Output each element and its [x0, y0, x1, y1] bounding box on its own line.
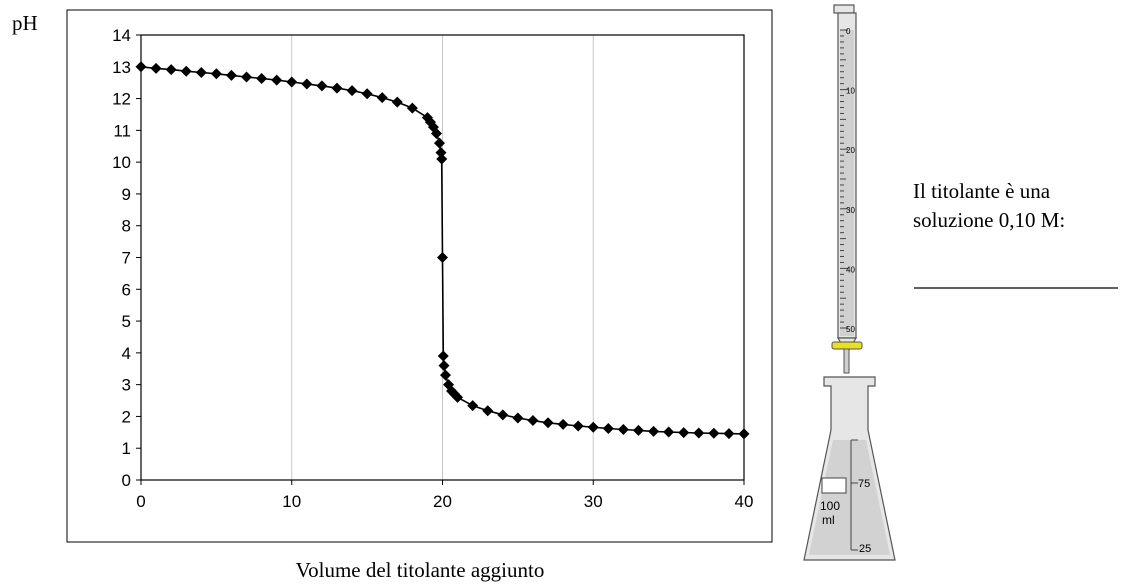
data-point	[512, 412, 524, 424]
y-tick-label: 12	[112, 90, 131, 109]
burette-mark-label: 0	[846, 27, 851, 36]
data-point	[678, 427, 690, 439]
flask-volume-unit: ml	[822, 513, 835, 527]
data-point	[723, 428, 735, 440]
y-tick-label: 5	[122, 312, 131, 331]
y-tick-label: 7	[122, 249, 131, 268]
erlenmeyer-flask: 100 ml 75 25	[803, 376, 896, 561]
titration-chart: pH Volume del titolante aggiunto 0123456…	[12, 9, 773, 582]
series	[135, 61, 750, 440]
y-tick-label: 13	[112, 58, 131, 77]
data-point	[440, 369, 452, 381]
flask-volume-number: 100	[820, 499, 840, 513]
data-point	[135, 61, 147, 73]
data-point	[331, 82, 343, 94]
burette-mark-label: 50	[846, 325, 855, 334]
data-point	[467, 400, 479, 412]
x-tick-label: 20	[433, 492, 452, 511]
x-tick-label: 30	[584, 492, 603, 511]
data-point	[542, 417, 554, 429]
data-point	[663, 426, 675, 438]
burette-illustration: 0 10 20 30 40 50	[831, 4, 863, 374]
burette-scale: 0 10 20 30 40 50	[840, 27, 855, 334]
side-text-line2: soluzione 0,10 M:	[913, 208, 1065, 232]
data-point	[648, 425, 660, 437]
y-tick-label: 10	[112, 153, 131, 172]
data-point	[693, 427, 705, 439]
y-tick-label: 8	[122, 217, 131, 236]
burette-mark-label: 20	[846, 146, 855, 155]
y-tick-label: 0	[122, 471, 131, 490]
data-point	[708, 427, 720, 439]
data-point	[225, 69, 237, 81]
flask-liquid	[809, 440, 890, 555]
y-tick-label: 1	[122, 439, 131, 458]
data-point	[241, 71, 253, 83]
data-point	[482, 405, 494, 417]
data-point	[433, 137, 445, 149]
burette-mark-label: 40	[846, 265, 855, 274]
data-point	[738, 428, 750, 440]
y-tick-label: 6	[122, 280, 131, 299]
x-tick-label: 10	[282, 492, 301, 511]
data-point	[391, 96, 403, 108]
side-text: Il titolante è una soluzione 0,10 M:	[913, 179, 1118, 289]
y-tick-label: 14	[112, 26, 131, 45]
chart-area-border	[66, 9, 773, 543]
side-text-line1: Il titolante è una	[913, 179, 1051, 203]
data-point	[361, 88, 373, 100]
data-point	[452, 391, 464, 403]
data-point	[527, 415, 539, 427]
data-point	[435, 147, 447, 159]
data-point	[301, 78, 313, 90]
data-point	[376, 92, 388, 104]
data-point	[617, 423, 629, 435]
data-point	[497, 409, 509, 421]
x-tick-label: 40	[735, 492, 754, 511]
y-tick-label: 4	[122, 344, 131, 363]
data-point	[150, 62, 162, 74]
data-point	[602, 423, 614, 435]
data-point	[438, 360, 450, 372]
data-point	[256, 73, 268, 85]
data-point	[436, 153, 448, 165]
y-tick-label: 3	[122, 376, 131, 395]
data-point	[437, 350, 449, 362]
data-point	[557, 418, 569, 430]
y-tick-label: 11	[113, 121, 131, 140]
data-point	[180, 65, 192, 77]
flask-label-box	[821, 477, 847, 494]
data-point	[437, 252, 448, 263]
x-ticks: 0 10 20 30 40	[136, 480, 753, 511]
data-point	[195, 67, 207, 79]
burette-top-rim	[833, 4, 855, 14]
y-tick-label: 2	[122, 407, 131, 426]
data-point	[210, 68, 222, 80]
data-point	[587, 421, 599, 433]
y-tick-label: 9	[122, 185, 131, 204]
data-point	[572, 420, 584, 432]
data-point	[286, 76, 298, 88]
data-point	[406, 102, 418, 114]
burette-tip	[843, 348, 850, 374]
flask-mark-25: 25	[859, 543, 871, 555]
burette-mark-label: 10	[846, 87, 855, 96]
burette-mark-label: 30	[846, 206, 855, 215]
stopcock	[831, 341, 863, 350]
data-point	[271, 74, 283, 86]
y-axis-label: pH	[12, 11, 38, 35]
data-point	[430, 128, 442, 140]
data-point	[346, 85, 358, 97]
burette-liquid	[840, 30, 854, 336]
x-tick-label: 0	[136, 492, 145, 511]
data-point	[165, 64, 177, 76]
data-point	[632, 424, 644, 436]
x-axis-label: Volume del titolante aggiunto	[296, 558, 545, 582]
data-point	[316, 80, 328, 92]
flask-mark-75: 75	[858, 478, 870, 490]
